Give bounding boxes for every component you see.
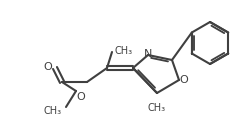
- Text: CH₃: CH₃: [44, 106, 62, 116]
- Text: CH₃: CH₃: [115, 46, 133, 56]
- Text: O: O: [179, 75, 188, 85]
- Text: O: O: [76, 92, 85, 102]
- Text: CH₃: CH₃: [147, 103, 165, 113]
- Text: N: N: [143, 49, 152, 59]
- Text: O: O: [43, 62, 52, 72]
